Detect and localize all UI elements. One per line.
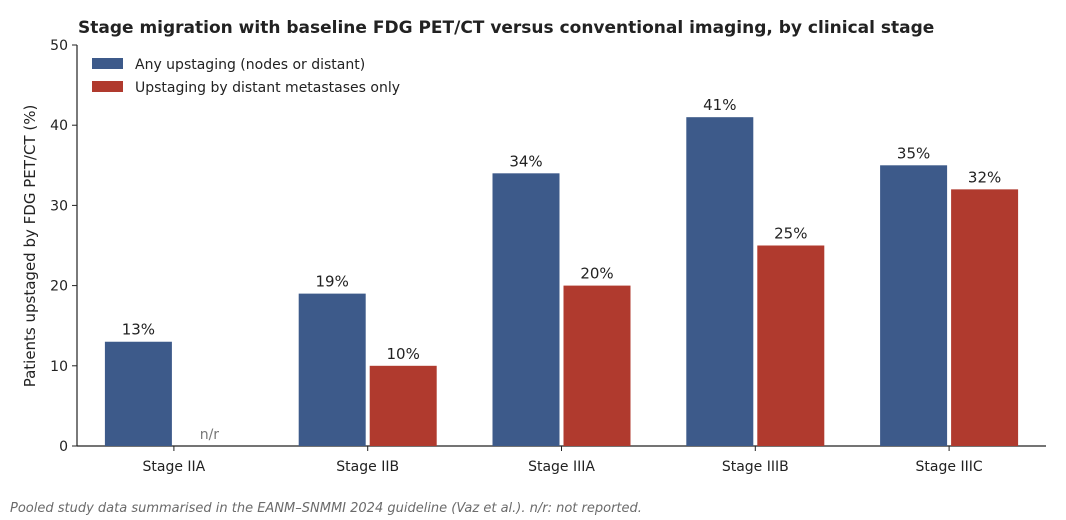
legend: Any upstaging (nodes or distant) Upstagin… [92,57,400,96]
legend-swatch [92,81,123,92]
footnote: Pooled study data summarised in the EANM… [10,501,642,516]
x-tick-label: Stage IIA [143,459,206,475]
y-tick-label: 20 [50,279,68,295]
bar [686,117,754,447]
y-axis-label: Patients upstaged by FDG PET/CT (%) [21,105,39,388]
bar [880,165,948,447]
data-label: 20% [580,265,613,283]
data-label: 34% [509,152,542,170]
data-label: 41% [703,96,736,114]
data-label: 13% [122,321,155,339]
bar [951,189,1019,447]
bar [104,341,172,446]
data-label: 32% [968,168,1001,186]
y-tick-label: 40 [50,118,68,134]
chart-title: Stage migration with baseline FDG PET/CT… [78,18,934,38]
x-axis: Stage IIA Stage IIB Stage IIIA Stage IIIB St… [77,445,1046,475]
bar [563,285,631,446]
y-tick-label: 10 [50,359,68,375]
legend-swatch [92,58,123,69]
bar [298,293,366,446]
bar [492,173,560,446]
bars: 13% n/r 19% 10% 34% 20% 41% 25% 35% 32% [104,96,1019,447]
bar [369,365,437,446]
data-label-not-reported: n/r [200,427,220,443]
legend-label: Upstaging by distant metastases only [135,80,400,96]
legend-label: Any upstaging (nodes or distant) [135,57,365,73]
y-tick-label: 50 [50,38,68,54]
bar-chart: Stage migration with baseline FDG PET/CT… [21,18,1046,475]
data-label: 19% [316,273,349,291]
data-label: 35% [897,144,930,162]
y-axis: 0 10 20 30 40 50 [50,38,78,455]
y-tick-label: 0 [59,439,68,455]
x-tick-label: Stage IIIB [722,459,789,475]
y-tick-label: 30 [50,198,68,214]
x-tick-label: Stage IIIA [528,459,595,475]
data-label: 10% [387,345,420,363]
x-tick-label: Stage IIIC [916,459,983,475]
x-tick-label: Stage IIB [336,459,399,475]
data-label: 25% [774,225,807,243]
bar [757,245,825,446]
